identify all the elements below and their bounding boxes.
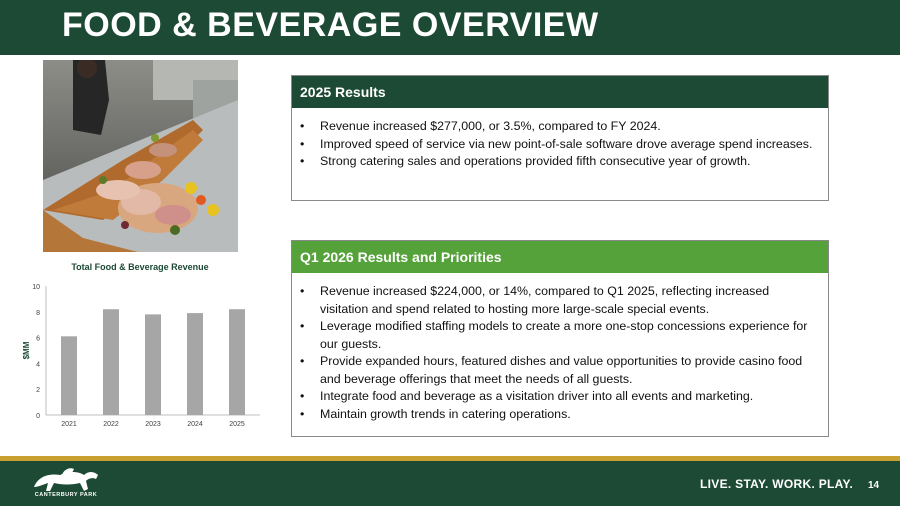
footer-bar <box>0 461 900 506</box>
page-title: FOOD & BEVERAGE OVERVIEW <box>62 6 599 44</box>
list-item: Improved speed of service via new point-… <box>300 136 816 154</box>
list-item: Revenue increased $277,000, or 3.5%, com… <box>300 118 816 136</box>
chart-title: Total Food & Beverage Revenue <box>71 262 209 272</box>
bar-2024 <box>187 313 203 415</box>
page-number: 14 <box>868 480 880 491</box>
x-tick-label: 2021 <box>61 421 77 428</box>
q1-2026-heading: Q1 2026 Results and Priorities <box>292 241 828 273</box>
bar-2023 <box>145 314 161 415</box>
footer-tagline: LIVE. STAY. WORK. PLAY. <box>700 477 854 491</box>
y-tick-label: 10 <box>32 284 40 291</box>
x-tick-label: 2025 <box>229 421 245 428</box>
q1-2026-card: Q1 2026 Results and Priorities Revenue i… <box>291 240 829 437</box>
y-tick-label: 2 <box>36 387 40 394</box>
y-tick-label: 4 <box>36 361 40 368</box>
x-tick-label: 2023 <box>145 421 161 428</box>
list-item: Maintain growth trends in catering opera… <box>300 406 816 424</box>
y-tick-label: 6 <box>36 336 40 343</box>
results-2025-heading: 2025 Results <box>292 76 828 108</box>
list-item: Leverage modified staffing models to cre… <box>300 318 816 353</box>
y-tick-label: 8 <box>36 310 40 317</box>
bar-2025 <box>229 309 245 415</box>
logo-text: CANTERBURY PARK <box>34 492 98 498</box>
results-2025-card: 2025 Results Revenue increased $277,000,… <box>291 75 829 201</box>
catering-photo <box>43 60 238 252</box>
list-item: Integrate food and beverage as a visitat… <box>300 388 816 406</box>
bar-2022 <box>103 309 119 415</box>
canterbury-park-logo <box>34 468 98 491</box>
x-tick-label: 2024 <box>187 421 203 428</box>
gold-divider <box>0 456 900 461</box>
q1-2026-list: Revenue increased $224,000, or 14%, comp… <box>292 273 828 423</box>
list-item: Provide expanded hours, featured dishes … <box>300 353 816 388</box>
catering-photo-image <box>43 60 238 252</box>
header-bar <box>0 0 900 55</box>
results-2025-list: Revenue increased $277,000, or 3.5%, com… <box>292 108 828 171</box>
list-item: Strong catering sales and operations pro… <box>300 153 816 171</box>
x-tick-label: 2022 <box>103 421 119 428</box>
revenue-bar-chart: 0 2 4 6 8 10 $MM 2021 2022 2023 2024 2025 <box>22 284 260 428</box>
list-item: Revenue increased $224,000, or 14%, comp… <box>300 283 816 318</box>
y-tick-label: 0 <box>36 413 40 420</box>
bar-2021 <box>61 336 77 415</box>
y-axis-label: $MM <box>22 341 31 359</box>
